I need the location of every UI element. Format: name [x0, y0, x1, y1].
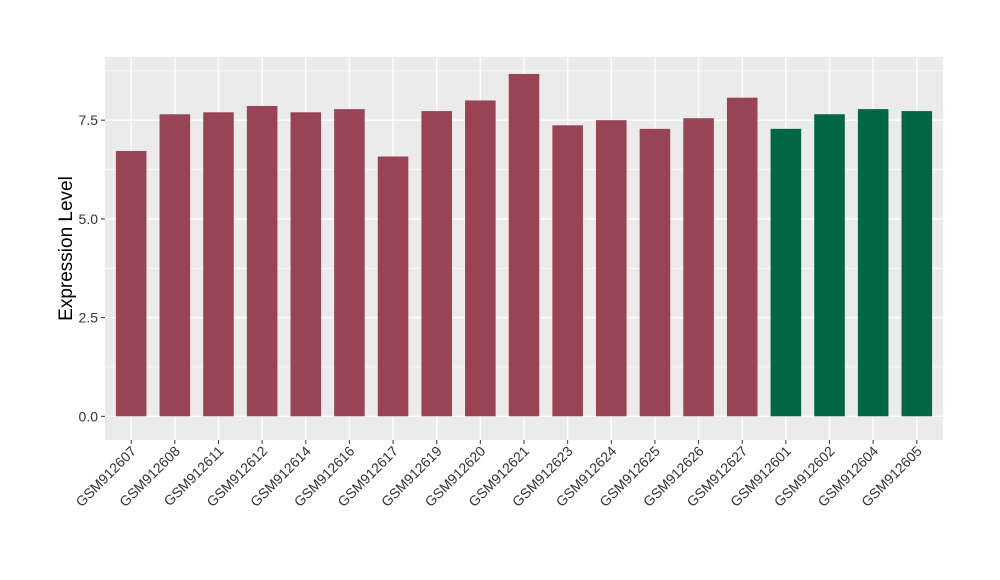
bar-GSM912601	[770, 128, 802, 417]
y-tick-label: 5.0	[79, 211, 99, 227]
bar-GSM912616	[334, 109, 365, 417]
bar-GSM912608	[159, 114, 191, 417]
bar-GSM912621	[508, 73, 540, 417]
bar-GSM912624	[596, 120, 627, 417]
y-tick-label: 7.5	[79, 112, 99, 128]
bars	[115, 73, 933, 417]
bar-GSM912627	[726, 97, 758, 417]
bar-GSM912625	[639, 128, 671, 417]
bar-GSM912604	[857, 109, 889, 417]
y-axis-title: Expression Level	[56, 176, 77, 321]
y-tick-label: 0.0	[79, 408, 99, 424]
bar-GSM912607	[115, 150, 147, 417]
y-tick-label: 2.5	[79, 310, 99, 326]
bar-GSM912602	[814, 114, 845, 417]
bar-GSM912614	[290, 112, 322, 417]
bar-GSM912620	[465, 100, 496, 417]
bar-GSM912617	[377, 156, 409, 417]
bar-GSM912626	[683, 118, 714, 417]
bar-GSM912605	[901, 111, 933, 417]
bar-GSM912619	[421, 111, 452, 417]
bar-GSM912612	[246, 105, 278, 417]
x-axis: GSM912607GSM912608GSM912611GSM912612GSM9…	[72, 440, 925, 510]
y-axis: 0.0 2.5 5.0 7.5	[79, 112, 105, 424]
bar-GSM912611	[203, 112, 234, 417]
bar-GSM912623	[552, 125, 583, 417]
